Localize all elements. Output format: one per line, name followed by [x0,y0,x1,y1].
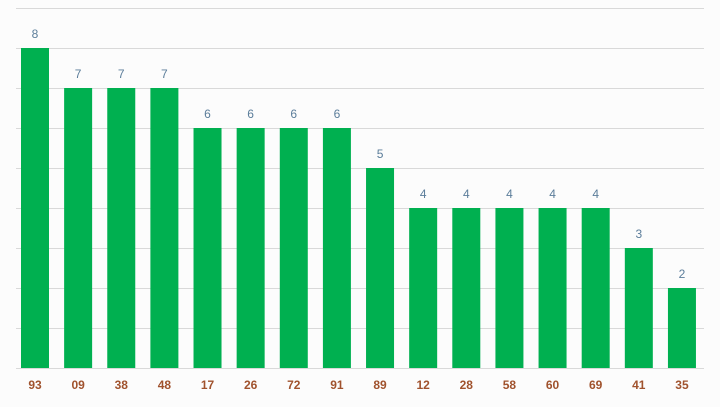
x-axis-tick-label: 26 [244,378,258,392]
x-axis-tick-label: 69 [589,378,603,392]
bar [21,48,49,368]
bar-value-label: 6 [204,107,211,121]
bar [409,208,438,368]
bar [150,88,179,368]
bar-value-label: 4 [420,187,427,201]
bar-value-label: 6 [290,107,297,121]
x-axis-tick-label: 93 [28,378,42,392]
x-axis-tick-label: 09 [71,378,85,392]
bar-value-label: 7 [118,67,125,81]
x-axis-tick-label: 58 [503,378,517,392]
bar-value-label: 4 [463,187,470,201]
bars [21,48,696,368]
bar-value-label: 4 [549,187,556,201]
bar-value-label: 4 [592,187,599,201]
bar-value-label: 5 [377,147,384,161]
bar [236,128,265,368]
x-axis-tick-labels: 93 09 38 48 17 26 72 91 89 12 28 58 60 69 41 35 [28,378,689,392]
bar [581,208,610,368]
x-axis-tick-label: 91 [330,378,344,392]
x-axis-tick-label: 60 [546,378,560,392]
x-axis-tick-label: 17 [201,378,215,392]
bar-value-label: 2 [679,267,686,281]
bar [107,88,136,368]
bar [667,288,696,368]
bar [64,88,93,368]
x-axis-tick-label: 41 [632,378,646,392]
bar-value-label: 7 [161,67,168,81]
bar-value-label: 8 [32,27,39,41]
bar-value-label: 6 [247,107,254,121]
bar-value-label: 3 [635,227,642,241]
bar-value-label: 7 [75,67,82,81]
x-axis-tick-label: 12 [416,378,430,392]
bar-value-label: 4 [506,187,513,201]
x-axis-tick-label: 72 [287,378,301,392]
x-axis-tick-label: 28 [460,378,474,392]
bar [495,208,524,368]
bar [193,128,222,368]
bar-value-label: 6 [334,107,341,121]
bar [279,128,308,368]
bar [538,208,567,368]
bar [452,208,481,368]
value-labels: 8 7 7 7 6 6 6 6 5 4 4 4 4 4 3 2 [32,27,686,281]
x-axis-tick-label: 35 [675,378,689,392]
x-axis-tick-label: 89 [373,378,387,392]
bar [322,128,351,368]
bar [366,168,395,368]
bar [624,248,653,368]
x-axis-tick-label: 48 [158,378,172,392]
x-axis-tick-label: 38 [115,378,129,392]
